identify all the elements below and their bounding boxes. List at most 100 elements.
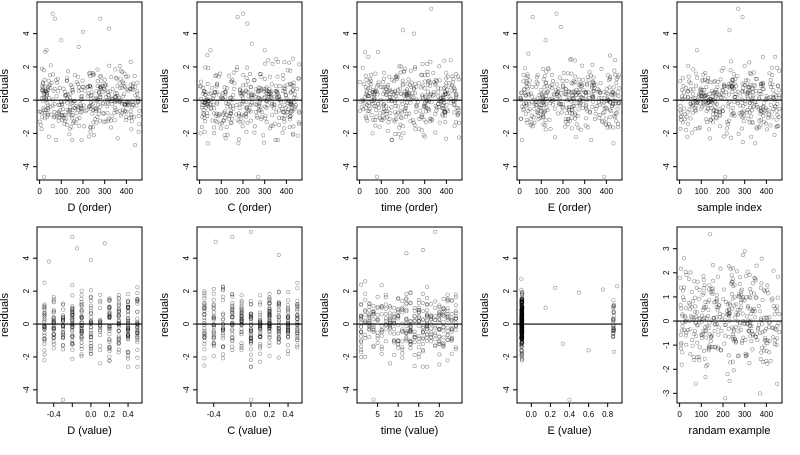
residual-point bbox=[255, 88, 260, 93]
residual-point bbox=[690, 337, 695, 342]
residual-point bbox=[285, 68, 290, 73]
residual-point bbox=[42, 280, 47, 285]
residual-point bbox=[239, 316, 244, 321]
residual-point bbox=[393, 93, 398, 98]
residual-point bbox=[202, 315, 207, 320]
residual-point bbox=[42, 305, 47, 310]
residual-point bbox=[70, 312, 75, 317]
residual-point bbox=[392, 79, 397, 84]
residual-point bbox=[70, 84, 75, 89]
residual-point bbox=[604, 116, 609, 121]
residual-point bbox=[70, 307, 75, 312]
residual-point bbox=[609, 109, 614, 114]
residual-point bbox=[678, 108, 683, 113]
residual-point bbox=[272, 121, 277, 126]
residual-point bbox=[203, 65, 208, 70]
residual-point bbox=[88, 320, 93, 325]
residual-point bbox=[77, 116, 82, 121]
residual-point bbox=[615, 121, 620, 126]
residual-point bbox=[267, 89, 272, 94]
residual-point bbox=[221, 326, 226, 331]
residual-point bbox=[390, 90, 395, 95]
residual-point bbox=[107, 311, 112, 316]
residual-point bbox=[714, 109, 719, 114]
residual-point bbox=[361, 107, 366, 112]
residual-point bbox=[205, 82, 210, 87]
residual-point bbox=[51, 88, 56, 93]
residual-point bbox=[107, 358, 112, 363]
residual-point bbox=[444, 87, 449, 92]
residual-point bbox=[276, 329, 281, 334]
residual-point bbox=[98, 16, 103, 21]
residual-point bbox=[590, 79, 595, 84]
residual-point bbox=[748, 82, 753, 87]
residual-point bbox=[42, 336, 47, 341]
residual-point bbox=[53, 138, 58, 143]
residual-point bbox=[248, 341, 253, 346]
residual-point bbox=[406, 77, 411, 82]
residual-point bbox=[258, 300, 263, 305]
residual-point bbox=[398, 122, 403, 127]
residual-point bbox=[453, 92, 458, 97]
residual-point bbox=[88, 308, 93, 313]
residual-point bbox=[105, 101, 110, 106]
residual-point bbox=[116, 324, 121, 329]
residual-point bbox=[773, 104, 778, 109]
residual-point bbox=[238, 102, 243, 107]
residual-point bbox=[417, 117, 422, 122]
residual-point bbox=[423, 73, 428, 78]
residual-point bbox=[733, 94, 738, 99]
residual-point bbox=[264, 99, 269, 104]
residual-point bbox=[221, 352, 226, 357]
residual-point bbox=[98, 74, 103, 79]
residual-point bbox=[558, 95, 563, 100]
residual-point bbox=[403, 106, 408, 111]
residual-point bbox=[42, 337, 47, 342]
residual-point bbox=[135, 326, 140, 331]
residual-point bbox=[221, 327, 226, 332]
residual-point bbox=[202, 312, 207, 317]
residual-point bbox=[708, 117, 713, 122]
residual-point bbox=[768, 358, 773, 363]
residual-point bbox=[768, 77, 773, 82]
residual-point bbox=[404, 93, 409, 98]
residual-point bbox=[295, 298, 300, 303]
residual-point bbox=[81, 29, 86, 34]
residual-point bbox=[521, 107, 526, 112]
residual-point bbox=[116, 312, 121, 317]
residual-point bbox=[223, 136, 228, 141]
residual-point bbox=[74, 111, 79, 116]
y-tick-label: 4 bbox=[342, 31, 351, 36]
residual-point bbox=[79, 313, 84, 318]
residual-point bbox=[54, 114, 59, 119]
residual-point bbox=[377, 111, 382, 116]
residual-point bbox=[126, 329, 131, 334]
residual-point bbox=[59, 117, 64, 122]
residual-point bbox=[742, 99, 747, 104]
residual-point bbox=[710, 88, 715, 93]
residual-point bbox=[542, 109, 547, 114]
residual-point bbox=[70, 341, 75, 346]
residual-point bbox=[539, 109, 544, 114]
residual-point bbox=[577, 90, 582, 95]
residual-point bbox=[442, 101, 447, 106]
residual-point bbox=[246, 79, 251, 84]
residual-point bbox=[61, 314, 66, 319]
residual-point bbox=[286, 328, 291, 333]
residual-point bbox=[683, 94, 688, 99]
residual-point bbox=[246, 94, 251, 99]
x-tick-label: 20 bbox=[435, 410, 444, 419]
residual-point bbox=[295, 327, 300, 332]
residual-point bbox=[76, 85, 81, 90]
residual-point bbox=[425, 106, 430, 111]
residual-point bbox=[278, 104, 283, 109]
residual-point bbox=[120, 79, 125, 84]
residual-point bbox=[770, 73, 775, 78]
residual-point bbox=[295, 322, 300, 327]
residual-point bbox=[222, 133, 227, 138]
residual-point bbox=[547, 97, 552, 102]
residual-point bbox=[230, 312, 235, 317]
residual-point bbox=[730, 332, 735, 337]
residual-point bbox=[721, 66, 726, 71]
residual-point bbox=[536, 105, 541, 110]
